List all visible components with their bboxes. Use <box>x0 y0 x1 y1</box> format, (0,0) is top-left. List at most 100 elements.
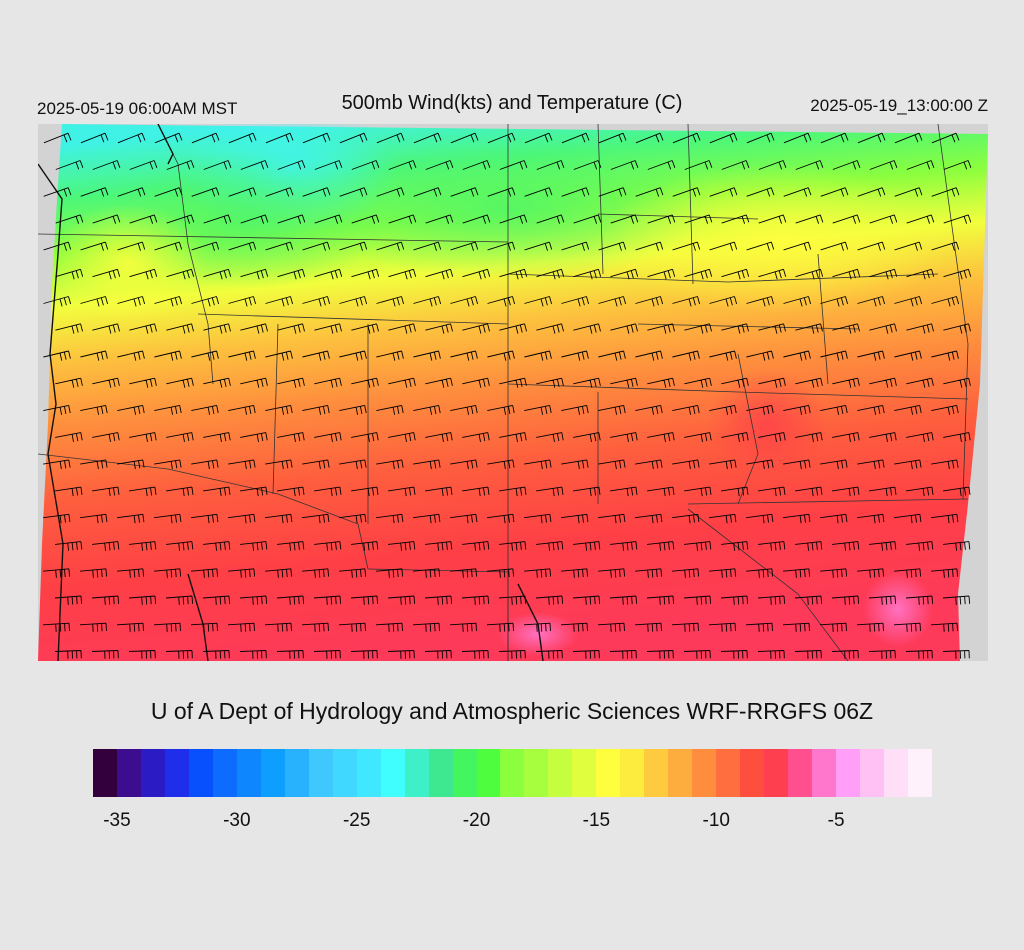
wind-barb <box>228 459 256 470</box>
wind-barb <box>80 296 109 307</box>
wind-barb <box>499 486 527 497</box>
wind-barb <box>339 513 367 524</box>
wind-barb <box>535 595 564 605</box>
wind-barb <box>166 214 195 224</box>
colorbar-swatch <box>236 749 261 797</box>
wind-barb <box>857 132 886 144</box>
wind-barb <box>857 296 886 307</box>
wind-barb <box>906 323 934 334</box>
wind-barb <box>721 486 749 497</box>
wind-barb <box>758 541 786 551</box>
wind-barb <box>42 622 70 632</box>
wind-barb <box>376 459 404 470</box>
wind-barb <box>314 323 342 334</box>
wind-barb <box>683 650 711 659</box>
wind-barb <box>561 350 589 361</box>
wind-barb <box>783 350 811 361</box>
wind-barb <box>314 541 342 551</box>
wind-barb <box>795 323 823 334</box>
wind-barb <box>499 432 527 442</box>
wind-barb <box>683 595 712 605</box>
wind-barb <box>672 404 700 415</box>
wind-barb <box>191 296 220 307</box>
colorbar-swatch <box>164 749 189 797</box>
wind-barb <box>906 486 934 497</box>
wind-barb <box>92 268 121 280</box>
wind-barb <box>425 377 453 388</box>
wind-barb <box>154 459 182 470</box>
wind-barb <box>351 432 379 442</box>
wind-barb <box>265 513 293 524</box>
wind-barb <box>265 241 294 251</box>
wind-barb <box>228 513 256 524</box>
colorbar-tick-label: -10 <box>702 810 730 831</box>
wind-barb <box>598 404 626 415</box>
wind-barb <box>228 132 257 144</box>
colorbar-tick-label: -25 <box>342 810 371 831</box>
wind-barb <box>165 650 193 659</box>
wind-barb <box>499 541 527 551</box>
wind-barb <box>499 323 527 334</box>
wind-barb <box>684 214 713 224</box>
wind-barb <box>524 568 552 578</box>
wind-barb <box>165 595 194 605</box>
wind-barb <box>499 268 528 280</box>
wind-barb <box>191 132 220 144</box>
wind-barb <box>339 296 368 307</box>
wind-barb <box>450 404 478 415</box>
wind-barb <box>388 432 416 442</box>
wind-barb <box>450 513 478 524</box>
colorbar-tick-label: -15 <box>582 810 611 831</box>
wind-barb <box>869 214 898 224</box>
wind-barb <box>795 268 824 280</box>
wind-barb <box>646 595 675 605</box>
warm-region-east <box>708 369 828 479</box>
wind-barb <box>943 160 972 170</box>
state-boundaries <box>38 124 969 661</box>
wind-barb <box>339 404 367 415</box>
wind-barb <box>55 486 83 497</box>
wind-barb <box>314 214 343 224</box>
wind-barb <box>820 404 848 415</box>
colorbar-swatch <box>428 749 453 797</box>
wind-barb <box>302 296 331 307</box>
wind-barb <box>573 432 601 442</box>
wind-barb <box>55 432 83 442</box>
wind-barb <box>831 650 859 659</box>
wind-barb <box>758 486 786 497</box>
colorbar-swatch <box>907 749 932 797</box>
wind-barb <box>499 214 528 224</box>
wind-barb <box>450 296 479 307</box>
wind-barb <box>203 160 232 170</box>
wind-barb <box>228 404 256 415</box>
wind-barb <box>610 432 638 442</box>
wind-barb <box>154 187 183 197</box>
wind-barb <box>239 595 268 605</box>
wind-barb <box>487 404 515 415</box>
wind-barb <box>906 268 935 280</box>
wind-barb <box>302 513 330 524</box>
wind-barb <box>313 595 342 605</box>
wind-barb <box>647 268 676 280</box>
wind-barb <box>561 404 589 415</box>
wind-barb <box>894 241 923 251</box>
wind-barb <box>302 241 331 251</box>
wind-barb <box>376 241 405 251</box>
wind-barb <box>832 432 860 442</box>
wind-barb <box>573 268 602 280</box>
wind-barb <box>80 568 108 578</box>
wind-barb <box>635 187 664 197</box>
wind-barb <box>487 513 515 524</box>
wind-barb <box>857 568 885 578</box>
mild-region-northeast <box>598 164 958 314</box>
wind-barb <box>166 432 194 442</box>
wind-barb <box>820 459 848 470</box>
wind-barb <box>450 459 478 470</box>
wind-barb <box>857 350 885 361</box>
colorbar-tick-label: -30 <box>223 810 251 831</box>
wind-barb <box>783 404 811 415</box>
wind-barb <box>905 650 933 659</box>
wind-barb <box>351 486 379 497</box>
wind-barb <box>794 650 822 659</box>
wind-barb <box>277 486 305 497</box>
